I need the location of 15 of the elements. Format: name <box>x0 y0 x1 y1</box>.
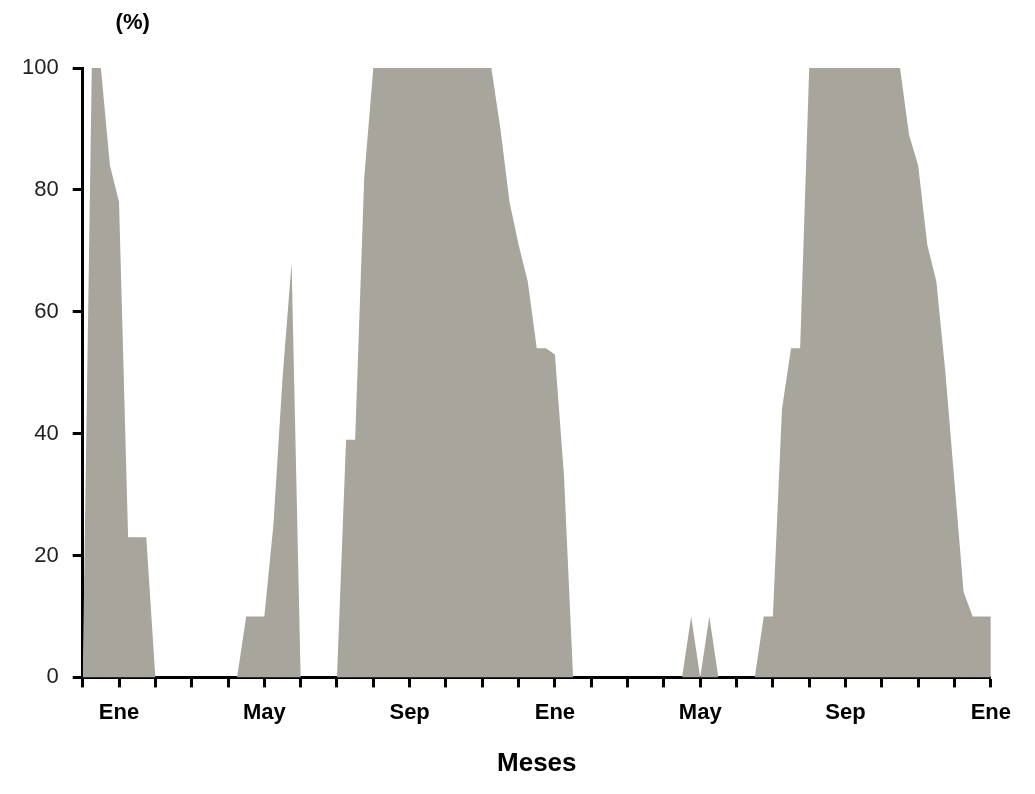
y-tick-label: 100 <box>21 54 59 80</box>
y-tick-label: 40 <box>34 419 59 445</box>
y-axis-title: (%) <box>115 9 150 35</box>
x-tick-label: Sep <box>825 698 866 724</box>
x-tick-label: Ene <box>534 698 576 724</box>
x-tick-label: Ene <box>970 698 1012 724</box>
x-axis-title: Meses <box>497 746 577 777</box>
x-tick-label: May <box>242 698 287 724</box>
y-tick-label: 0 <box>46 663 59 689</box>
x-tick-label: May <box>678 698 723 724</box>
x-tick-label: Ene <box>98 698 140 724</box>
y-tick-label: 60 <box>34 297 59 323</box>
x-tick-label: Sep <box>389 698 430 724</box>
y-tick-label: 20 <box>34 541 59 567</box>
y-tick-label: 80 <box>34 175 59 201</box>
